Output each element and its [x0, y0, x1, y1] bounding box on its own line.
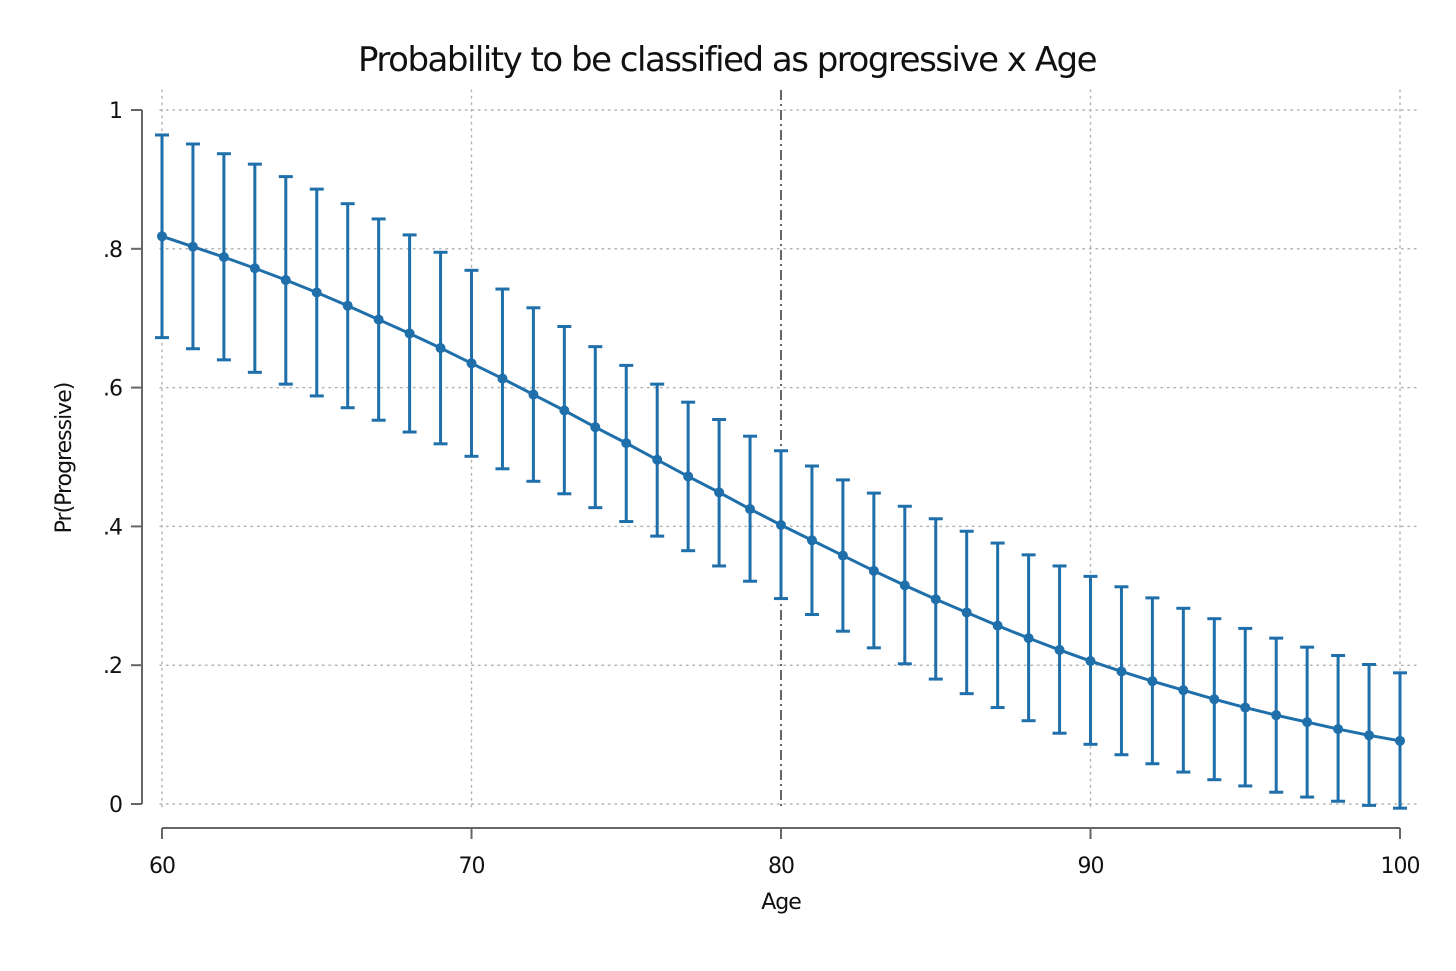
x-tick-label: 100 [1381, 854, 1420, 879]
y-tick-label: .4 [103, 515, 122, 540]
grid [159, 89, 1421, 809]
data-point [1302, 717, 1313, 728]
y-tick-label: .6 [103, 377, 122, 402]
x-axis-label: Age [761, 890, 801, 915]
data-point [559, 405, 570, 416]
data-point [157, 231, 167, 242]
x-tick-label: 60 [149, 854, 175, 879]
data-point [1023, 633, 1034, 644]
data-point [466, 358, 477, 369]
data-point [714, 487, 725, 498]
data-point [218, 252, 229, 263]
data-point [435, 343, 446, 354]
data-point [373, 314, 384, 325]
data-point [497, 373, 508, 384]
data-point [590, 422, 601, 433]
data-point [776, 520, 786, 531]
data-point [1271, 710, 1282, 721]
data-point [404, 328, 415, 339]
data-point [1147, 676, 1158, 687]
data-point [342, 300, 353, 311]
data-point [683, 471, 694, 482]
data-point [1116, 666, 1127, 677]
y-tick-label: .8 [103, 238, 122, 263]
data-point [837, 550, 848, 561]
data-point [1054, 644, 1065, 655]
y-tick-label: 0 [109, 793, 122, 818]
data-point [1085, 656, 1096, 667]
data-point [652, 454, 663, 465]
data-point [1178, 685, 1189, 696]
data-point [187, 241, 198, 252]
data-point [745, 504, 756, 515]
data-point [992, 620, 1003, 631]
data-point [621, 438, 632, 449]
y-axis-label: Pr(Progressive) [52, 383, 77, 534]
data-point [311, 287, 322, 298]
data-point [930, 594, 941, 605]
y-tick-label: .2 [103, 654, 122, 679]
data-point [528, 389, 539, 400]
data-point [280, 275, 291, 286]
data-point [899, 580, 910, 591]
x-tick-label: 80 [768, 854, 794, 879]
data-point [1209, 694, 1220, 705]
data-point [806, 535, 817, 546]
x-tick-label: 90 [1078, 854, 1104, 879]
x-tick-label: 70 [459, 854, 485, 879]
data-point [1333, 724, 1344, 735]
data-point [1364, 730, 1375, 741]
y-tick-label: 1 [109, 99, 122, 124]
data-point [1395, 735, 1405, 746]
data-point [249, 263, 260, 274]
data-point [868, 565, 879, 576]
axes: 0 .2 .4 .6 .8 1 60 70 80 90 100 [103, 99, 1421, 879]
chart-title: Probability to be classified as progress… [358, 40, 1097, 80]
data-point [1240, 702, 1251, 713]
series-group [155, 133, 1407, 810]
data-point [961, 607, 972, 618]
